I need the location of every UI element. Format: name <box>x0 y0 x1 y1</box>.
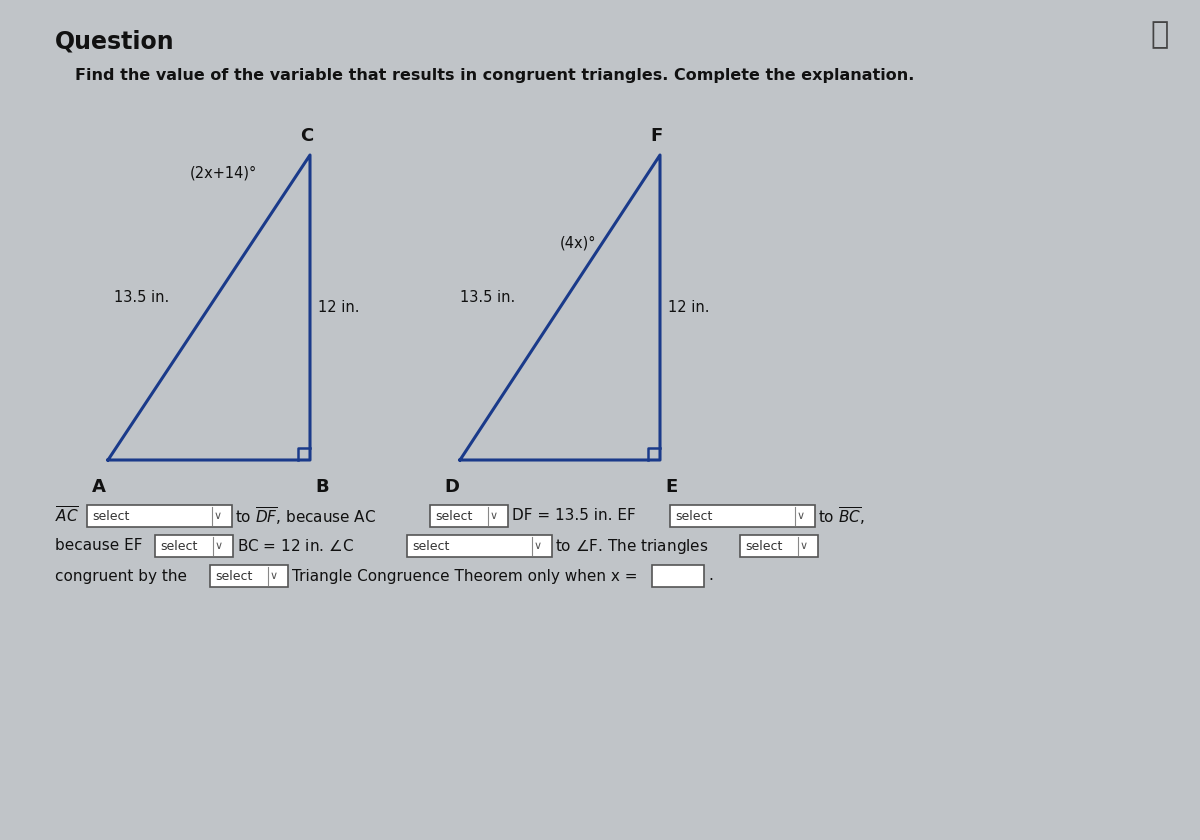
Text: select: select <box>92 510 130 522</box>
Bar <box>430 505 508 527</box>
Text: C: C <box>300 127 313 145</box>
Text: select: select <box>436 510 473 522</box>
Text: ∨: ∨ <box>270 571 278 581</box>
Text: select: select <box>412 539 449 553</box>
Text: DF = 13.5 in. EF: DF = 13.5 in. EF <box>512 508 636 523</box>
Bar <box>155 535 233 557</box>
Text: B: B <box>314 478 329 496</box>
Text: (4x)°: (4x)° <box>560 235 596 250</box>
Text: ∨: ∨ <box>490 511 498 521</box>
Text: A: A <box>92 478 106 496</box>
Bar <box>407 535 552 557</box>
Text: to $\overline{BC}$,: to $\overline{BC}$, <box>818 505 865 527</box>
Text: 12 in.: 12 in. <box>318 300 360 315</box>
Text: 12 in.: 12 in. <box>668 300 709 315</box>
Text: (2x+14)°: (2x+14)° <box>190 165 257 180</box>
Bar <box>652 565 704 587</box>
Text: Find the value of the variable that results in congruent triangles. Complete the: Find the value of the variable that resu… <box>74 68 914 83</box>
Text: Question: Question <box>55 30 175 54</box>
Bar <box>670 505 815 527</box>
Text: ∨: ∨ <box>215 541 223 551</box>
Text: to $\angle$F. The triangles: to $\angle$F. The triangles <box>554 537 708 555</box>
Text: $\overline{AC}$: $\overline{AC}$ <box>55 506 79 526</box>
Text: select: select <box>674 510 713 522</box>
Text: F: F <box>650 127 662 145</box>
Text: D: D <box>444 478 458 496</box>
Bar <box>740 535 818 557</box>
Text: to $\overline{DF}$, because AC: to $\overline{DF}$, because AC <box>235 505 377 527</box>
Text: because EF: because EF <box>55 538 143 554</box>
Text: ∨: ∨ <box>797 511 805 521</box>
Text: BC = 12 in. $\angle$C: BC = 12 in. $\angle$C <box>238 538 354 554</box>
Text: ∨: ∨ <box>534 541 542 551</box>
Text: ∨: ∨ <box>214 511 222 521</box>
Text: select: select <box>160 539 197 553</box>
Text: .: . <box>708 569 713 584</box>
Text: ⎙: ⎙ <box>1150 20 1169 49</box>
Text: Triangle Congruence Theorem only when x =: Triangle Congruence Theorem only when x … <box>292 569 637 584</box>
Text: 13.5 in.: 13.5 in. <box>114 290 169 305</box>
Text: congruent by the: congruent by the <box>55 569 187 584</box>
Text: select: select <box>215 570 252 582</box>
Text: 13.5 in.: 13.5 in. <box>460 290 515 305</box>
Text: E: E <box>665 478 677 496</box>
Bar <box>210 565 288 587</box>
Bar <box>88 505 232 527</box>
Text: select: select <box>745 539 782 553</box>
Text: ∨: ∨ <box>800 541 808 551</box>
